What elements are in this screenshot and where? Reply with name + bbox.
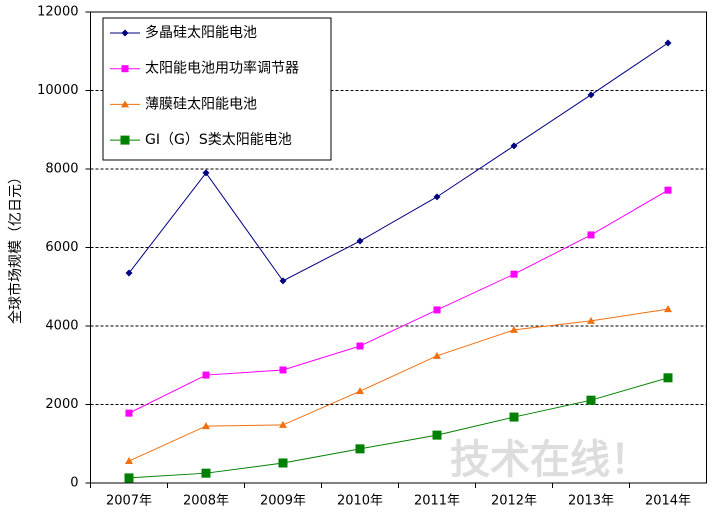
x-tick-label: 2010年 bbox=[337, 494, 383, 509]
x-tick-label: 2007年 bbox=[106, 494, 152, 509]
marker bbox=[202, 422, 210, 430]
x-tick-label: 2008年 bbox=[183, 494, 229, 509]
marker bbox=[121, 29, 129, 37]
marker bbox=[279, 420, 287, 428]
x-tick-label: 2009年 bbox=[260, 494, 306, 509]
marker bbox=[278, 458, 288, 468]
marker bbox=[587, 91, 595, 99]
x-tick-label: 2013年 bbox=[568, 494, 614, 509]
marker bbox=[664, 186, 672, 194]
series-line bbox=[128, 189, 669, 414]
marker bbox=[509, 412, 519, 422]
marker bbox=[432, 430, 442, 440]
y-tick-label: 2000 bbox=[45, 397, 78, 412]
marker bbox=[201, 468, 211, 478]
marker bbox=[356, 342, 364, 350]
series-line bbox=[128, 377, 669, 479]
legend-box bbox=[102, 17, 332, 161]
marker bbox=[433, 193, 441, 201]
series-line bbox=[128, 308, 669, 462]
y-tick-label: 0 bbox=[70, 476, 78, 491]
watermark: 技术在线！ bbox=[450, 437, 650, 483]
marker bbox=[356, 387, 364, 395]
x-tick-label: 2014年 bbox=[645, 494, 691, 509]
y-tick-label: 12000 bbox=[37, 5, 78, 20]
marker bbox=[356, 237, 364, 245]
marker bbox=[433, 351, 441, 359]
marker bbox=[664, 39, 672, 47]
x-tick-label: 2012年 bbox=[491, 494, 537, 509]
marker bbox=[663, 373, 673, 383]
y-axis-title: 全球市场规模（亿日元） bbox=[7, 170, 24, 324]
marker bbox=[125, 269, 133, 277]
marker bbox=[202, 371, 210, 379]
marker bbox=[121, 100, 129, 108]
marker bbox=[125, 457, 133, 465]
marker bbox=[279, 277, 287, 285]
marker bbox=[120, 135, 130, 145]
marker bbox=[355, 444, 365, 454]
legend-label: 薄膜硅太阳能电池 bbox=[145, 96, 257, 112]
marker bbox=[202, 169, 210, 177]
y-tick-label: 10000 bbox=[37, 83, 78, 98]
marker bbox=[510, 325, 518, 333]
marker bbox=[664, 305, 672, 313]
marker bbox=[125, 409, 133, 417]
marker bbox=[433, 306, 441, 314]
marker bbox=[121, 65, 129, 73]
legend-label: GI（G）S类太阳能电池 bbox=[145, 132, 292, 148]
y-tick-label: 6000 bbox=[45, 240, 78, 255]
series-line bbox=[128, 42, 669, 282]
marker bbox=[510, 270, 518, 278]
legend-label: 太阳能电池用功率调节器 bbox=[145, 60, 299, 77]
marker bbox=[586, 395, 596, 405]
x-tick-label: 2011年 bbox=[414, 494, 460, 509]
legend-label: 多晶硅太阳能电池 bbox=[145, 24, 257, 41]
marker bbox=[279, 366, 287, 374]
y-tick-label: 8000 bbox=[45, 162, 78, 177]
marker bbox=[510, 142, 518, 150]
y-tick-label: 4000 bbox=[45, 319, 78, 334]
marker bbox=[124, 473, 134, 483]
marker bbox=[587, 316, 595, 324]
marker bbox=[587, 231, 595, 239]
